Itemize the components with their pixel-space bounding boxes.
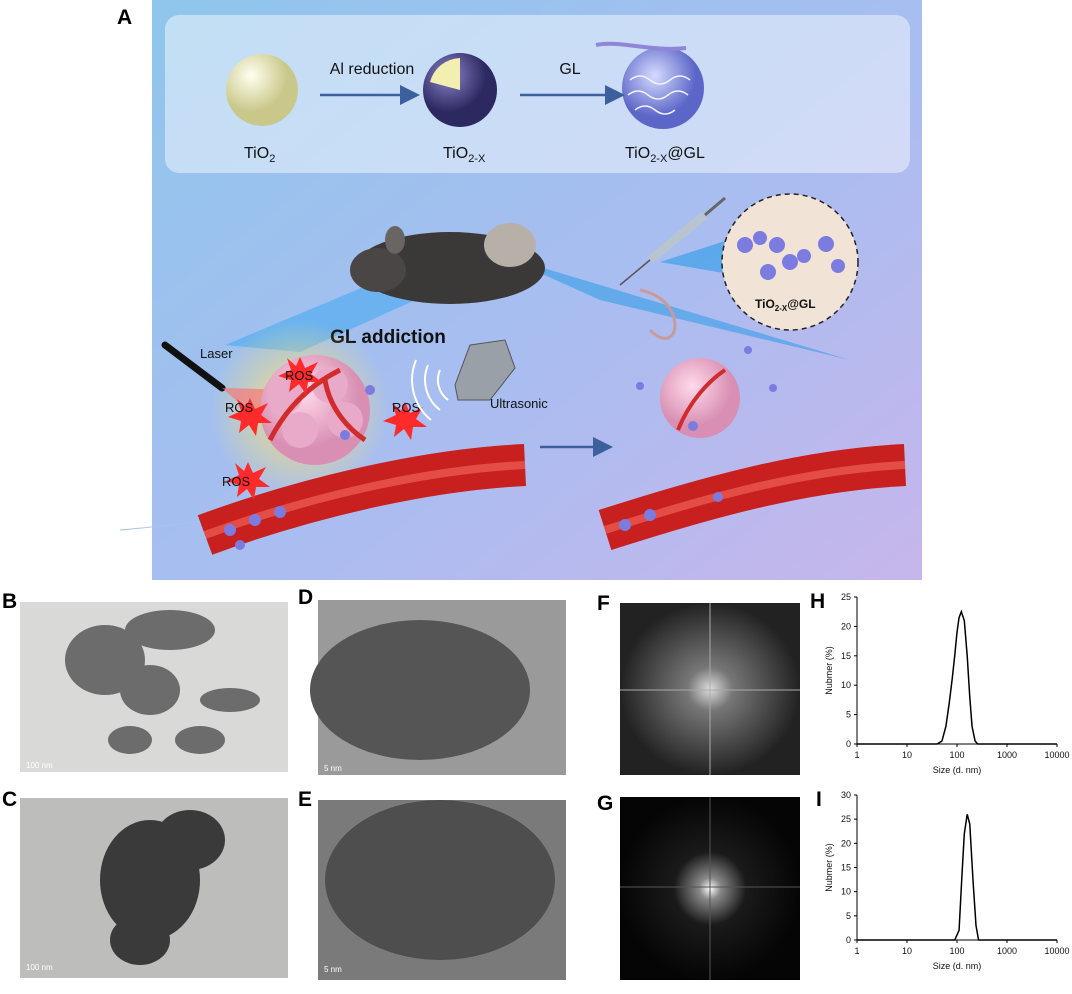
x-tick-label: 10 [902, 946, 912, 956]
scale-bar-label: 100 nm [26, 963, 53, 972]
scale-bar-label: 5 nm [324, 965, 342, 974]
vessel-highlight [603, 461, 906, 534]
subscript: 2-X [650, 153, 668, 165]
y-tick-label: 15 [841, 651, 851, 661]
y-tick-label: 20 [841, 838, 851, 848]
ros-bursts [226, 357, 427, 500]
size-distribution-line [857, 609, 1057, 745]
x-tick-label: 1 [854, 750, 859, 760]
y-tick-label: 10 [841, 680, 851, 690]
x-tick-label: 10000 [1044, 946, 1069, 956]
ros-label: ROS [392, 400, 421, 415]
tio2-sphere [226, 54, 298, 126]
sphere-cutaway [430, 58, 460, 90]
panel-label: F [597, 592, 610, 615]
x-tick-label: 100 [949, 946, 964, 956]
panel-label: I [816, 788, 822, 811]
vessel-highlight [203, 461, 526, 539]
compound-label: TiO2-X [443, 145, 486, 165]
formula: TiO [443, 145, 468, 162]
panel-label: D [298, 586, 313, 609]
ultrasonic-label: Ultrasonic [490, 396, 548, 411]
subscript: 2 [269, 153, 275, 165]
suffix: @GL [787, 297, 815, 311]
inset-label: TiO2-X@GL [755, 297, 816, 313]
ros-label: ROS [222, 474, 251, 489]
nanoparticles [737, 231, 845, 280]
laser-label: Laser [200, 346, 233, 361]
x-tick-label: 10 [902, 750, 912, 760]
y-tick-label: 5 [846, 710, 851, 720]
y-tick-label: 25 [841, 814, 851, 824]
x-tick-label: 1 [854, 946, 859, 956]
panel-label: A [117, 6, 132, 29]
panel-label: B [2, 590, 17, 613]
tumor [660, 358, 740, 438]
panel-label: C [2, 788, 17, 811]
ros-label: ROS [225, 400, 254, 415]
step-label: GL [559, 61, 580, 78]
mouse-tail [639, 288, 677, 340]
subscript: 2-X [468, 153, 486, 165]
scale-bar-label: 5 nm [324, 764, 342, 773]
mouse-ear [385, 226, 405, 254]
particle-clusters [100, 810, 225, 965]
formula: TiO [755, 297, 775, 311]
size-distribution-line [857, 814, 1057, 941]
y-tick-label: 25 [841, 592, 851, 602]
formula: TiO [244, 145, 269, 162]
subscript: 2-X [775, 304, 788, 313]
gl-strand [595, 41, 687, 51]
compound-label: TiO2-X@GL [625, 145, 705, 165]
crystal [325, 800, 555, 960]
y-tick-label: 20 [841, 621, 851, 631]
syringe [647, 211, 708, 264]
beam [500, 255, 850, 360]
tio2x-gl-sphere [622, 47, 704, 129]
needle [619, 259, 651, 286]
ros-label: ROS [285, 368, 314, 383]
particles [619, 346, 777, 531]
x-tick-label: 100 [949, 750, 964, 760]
scale-bar-label: 100 nm [26, 761, 53, 770]
fft-streaks [620, 603, 800, 775]
fft-streaks [620, 797, 800, 980]
panel-label: H [810, 590, 825, 613]
x-tick-label: 1000 [997, 946, 1017, 956]
panel-label: G [597, 792, 613, 815]
ultrasonic-probe [454, 339, 516, 401]
gl-texture [627, 75, 691, 115]
y-tick-label: 30 [841, 790, 851, 800]
y-tick-label: 10 [841, 887, 851, 897]
x-tick-label: 1000 [997, 750, 1017, 760]
sound-waves [411, 359, 449, 421]
mouse-head [350, 248, 406, 292]
x-axis-label: Size (d. nm) [933, 765, 982, 775]
tumor-vessel [676, 368, 727, 431]
compound-label: TiO2 [244, 145, 275, 165]
plunger [704, 196, 726, 217]
beam [660, 240, 735, 275]
tumor-vessel [267, 367, 367, 443]
y-tick-label: 0 [846, 739, 851, 749]
step-label: Al reduction [330, 61, 415, 78]
formula: TiO [625, 145, 650, 162]
suffix: @GL [667, 145, 705, 162]
y-axis-label: Nubmer (%) [824, 646, 834, 695]
crystal [310, 620, 530, 760]
x-tick-label: 10000 [1044, 750, 1069, 760]
y-axis-label: Nubmer (%) [824, 843, 834, 892]
particles [224, 385, 375, 550]
panel-label: E [298, 788, 312, 811]
y-tick-label: 5 [846, 911, 851, 921]
y-tick-label: 0 [846, 935, 851, 945]
x-axis-label: Size (d. nm) [933, 961, 982, 971]
mouse-tumor [484, 223, 536, 267]
laser-pointer [161, 341, 226, 392]
particle-clusters [65, 610, 260, 754]
y-tick-label: 15 [841, 863, 851, 873]
